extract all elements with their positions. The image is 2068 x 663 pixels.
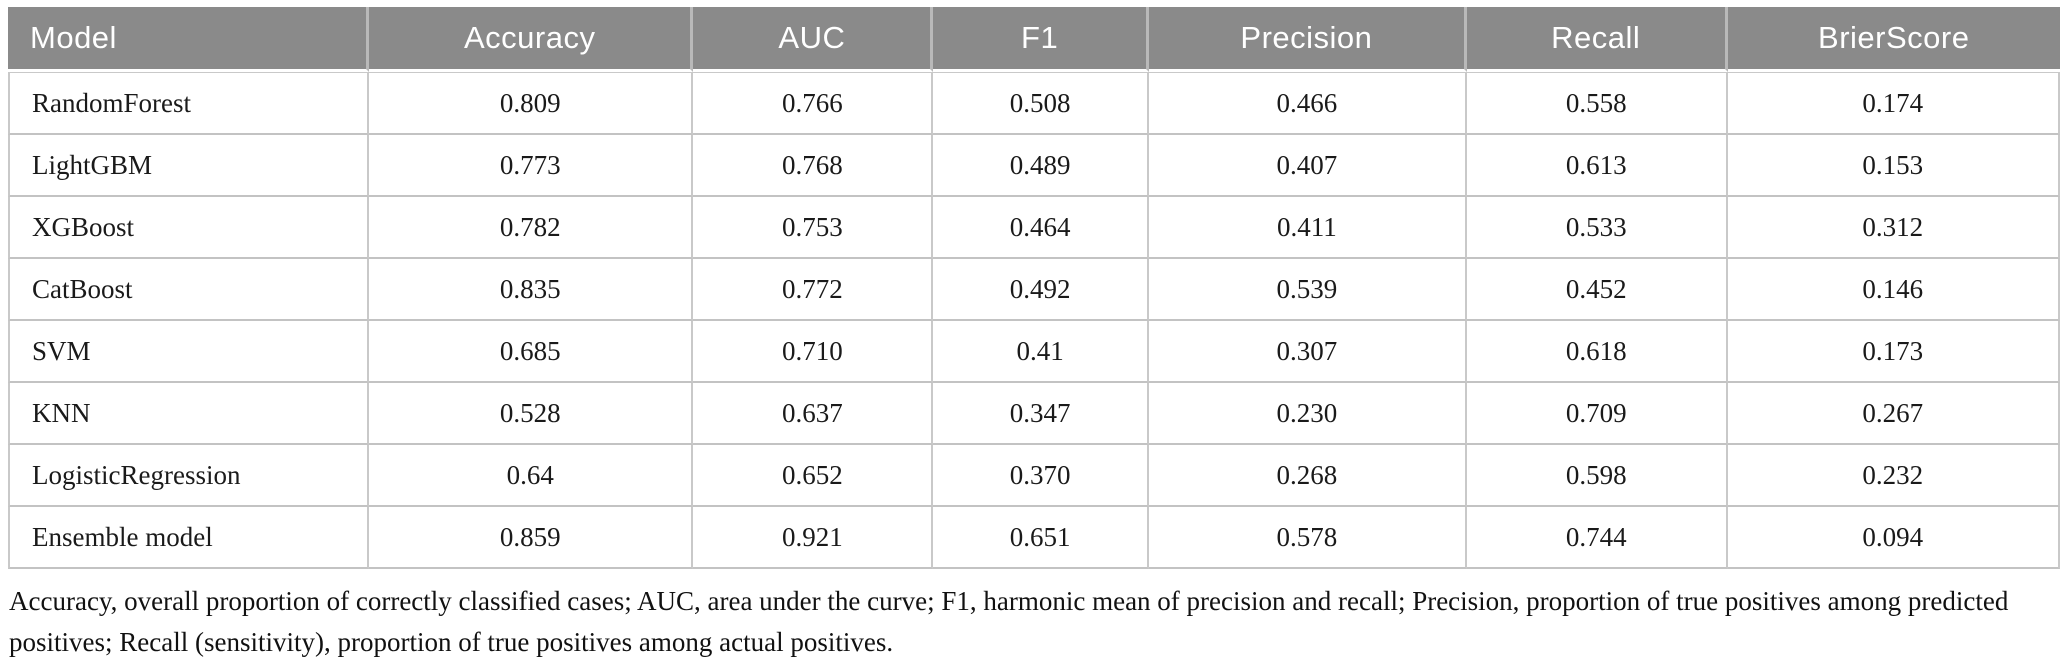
recall-value-cell: 0.558 xyxy=(1466,72,1728,135)
model-name-cell: LogisticRegression xyxy=(8,445,370,507)
model-name-cell: Ensemble model xyxy=(8,507,370,569)
brierscore-value-cell: 0.174 xyxy=(1727,72,2060,135)
accuracy-value-cell: 0.773 xyxy=(369,135,694,197)
precision-value-cell: 0.539 xyxy=(1148,259,1467,321)
table-row: XGBoost 0.782 0.753 0.464 0.411 0.533 0.… xyxy=(8,197,2060,259)
model-name-cell: KNN xyxy=(8,383,370,445)
precision-value-cell: 0.578 xyxy=(1148,507,1467,569)
recall-value-cell: 0.709 xyxy=(1466,383,1728,445)
table-row: KNN 0.528 0.637 0.347 0.230 0.709 0.267 xyxy=(8,383,2060,445)
column-header-brierscore: BrierScore xyxy=(1727,7,2060,72)
precision-value-cell: 0.407 xyxy=(1148,135,1467,197)
f1-value-cell: 0.651 xyxy=(933,507,1149,569)
f1-value-cell: 0.41 xyxy=(933,321,1149,383)
table-row: LightGBM 0.773 0.768 0.489 0.407 0.613 0… xyxy=(8,135,2060,197)
brierscore-value-cell: 0.173 xyxy=(1727,321,2060,383)
accuracy-value-cell: 0.809 xyxy=(369,72,694,135)
recall-value-cell: 0.613 xyxy=(1466,135,1728,197)
column-header-recall: Recall xyxy=(1466,7,1728,72)
table-row: CatBoost 0.835 0.772 0.492 0.539 0.452 0… xyxy=(8,259,2060,321)
header-row: Model Accuracy AUC F1 Precision Recall B… xyxy=(8,7,2060,72)
precision-value-cell: 0.411 xyxy=(1148,197,1467,259)
column-header-accuracy: Accuracy xyxy=(369,7,694,72)
auc-value-cell: 0.772 xyxy=(693,259,934,321)
recall-value-cell: 0.744 xyxy=(1466,507,1728,569)
accuracy-value-cell: 0.685 xyxy=(369,321,694,383)
model-performance-table: Model Accuracy AUC F1 Precision Recall B… xyxy=(8,7,2060,569)
brierscore-value-cell: 0.267 xyxy=(1727,383,2060,445)
auc-value-cell: 0.652 xyxy=(693,445,934,507)
f1-value-cell: 0.492 xyxy=(933,259,1149,321)
precision-value-cell: 0.268 xyxy=(1148,445,1467,507)
model-name-cell: RandomForest xyxy=(8,72,370,135)
f1-value-cell: 0.508 xyxy=(933,72,1149,135)
table-row: RandomForest 0.809 0.766 0.508 0.466 0.5… xyxy=(8,72,2060,135)
accuracy-value-cell: 0.528 xyxy=(369,383,694,445)
f1-value-cell: 0.347 xyxy=(933,383,1149,445)
brierscore-value-cell: 0.146 xyxy=(1727,259,2060,321)
f1-value-cell: 0.489 xyxy=(933,135,1149,197)
brierscore-value-cell: 0.094 xyxy=(1727,507,2060,569)
brierscore-value-cell: 0.232 xyxy=(1727,445,2060,507)
f1-value-cell: 0.464 xyxy=(933,197,1149,259)
recall-value-cell: 0.598 xyxy=(1466,445,1728,507)
column-header-model: Model xyxy=(8,7,370,72)
model-name-cell: SVM xyxy=(8,321,370,383)
recall-value-cell: 0.452 xyxy=(1466,259,1728,321)
column-header-auc: AUC xyxy=(693,7,934,72)
model-name-cell: XGBoost xyxy=(8,197,370,259)
precision-value-cell: 0.307 xyxy=(1148,321,1467,383)
auc-value-cell: 0.637 xyxy=(693,383,934,445)
accuracy-value-cell: 0.64 xyxy=(369,445,694,507)
auc-value-cell: 0.921 xyxy=(693,507,934,569)
precision-value-cell: 0.466 xyxy=(1148,72,1467,135)
recall-value-cell: 0.618 xyxy=(1466,321,1728,383)
f1-value-cell: 0.370 xyxy=(933,445,1149,507)
column-header-precision: Precision xyxy=(1148,7,1467,72)
brierscore-value-cell: 0.153 xyxy=(1727,135,2060,197)
table-footnote: Accuracy, overall proportion of correctl… xyxy=(9,586,2009,657)
table-row: LogisticRegression 0.64 0.652 0.370 0.26… xyxy=(8,445,2060,507)
precision-value-cell: 0.230 xyxy=(1148,383,1467,445)
auc-value-cell: 0.768 xyxy=(693,135,934,197)
auc-value-cell: 0.766 xyxy=(693,72,934,135)
accuracy-value-cell: 0.835 xyxy=(369,259,694,321)
brierscore-value-cell: 0.312 xyxy=(1727,197,2060,259)
table-row: SVM 0.685 0.710 0.41 0.307 0.618 0.173 xyxy=(8,321,2060,383)
accuracy-value-cell: 0.859 xyxy=(369,507,694,569)
auc-value-cell: 0.710 xyxy=(693,321,934,383)
accuracy-value-cell: 0.782 xyxy=(369,197,694,259)
model-name-cell: CatBoost xyxy=(8,259,370,321)
auc-value-cell: 0.753 xyxy=(693,197,934,259)
table-body: RandomForest 0.809 0.766 0.508 0.466 0.5… xyxy=(8,72,2060,569)
column-header-f1: F1 xyxy=(933,7,1149,72)
model-name-cell: LightGBM xyxy=(8,135,370,197)
recall-value-cell: 0.533 xyxy=(1466,197,1728,259)
table-row: Ensemble model 0.859 0.921 0.651 0.578 0… xyxy=(8,507,2060,569)
